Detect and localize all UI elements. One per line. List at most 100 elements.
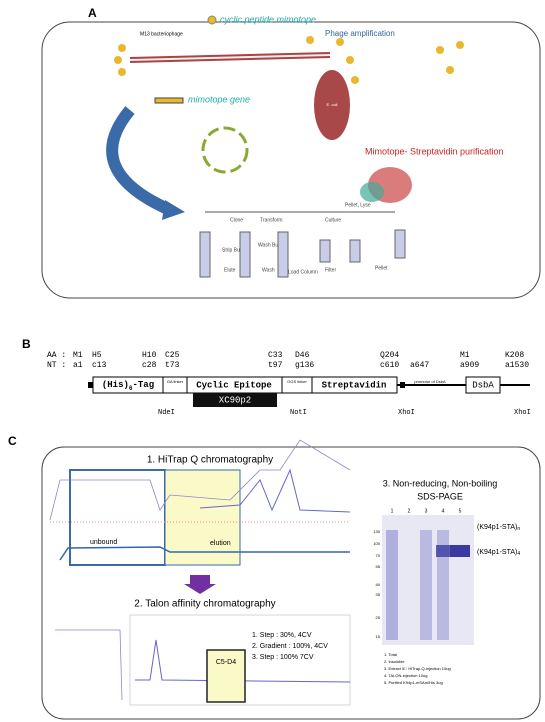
position: K208	[505, 351, 524, 360]
position: H10	[142, 351, 157, 360]
lane: 2	[408, 508, 411, 514]
legend-text: cyclic peptide mimotope	[220, 14, 316, 24]
marker: 70	[376, 553, 381, 558]
label: E. coli	[327, 102, 338, 107]
segment	[193, 393, 277, 407]
icon	[207, 15, 217, 25]
step: Strip Buffer	[222, 247, 247, 253]
text: (K94p1-STA)	[477, 524, 517, 531]
segment	[311, 376, 398, 394]
text: (His)	[102, 380, 129, 390]
panel-label: B	[22, 337, 31, 351]
marker: 15	[376, 634, 381, 639]
legend-item: 5. Purified K94p1-mSAm/His 3ug	[384, 680, 443, 685]
marker	[400, 382, 405, 388]
segment-label: DsbA	[472, 380, 494, 390]
label: NT :	[47, 361, 66, 370]
position: C33	[268, 351, 283, 360]
step: Pellet, Lyse	[345, 202, 371, 208]
trace	[199, 468, 351, 513]
lane: 4	[442, 508, 445, 514]
lane-labels: 1 2 3 4 5	[391, 508, 462, 514]
arrow	[162, 200, 185, 220]
band-label: (K94p1-STA)n	[477, 524, 520, 532]
trace	[59, 546, 350, 561]
position: g136	[295, 361, 314, 370]
marker: 25	[376, 615, 381, 620]
marker: 130	[373, 529, 380, 534]
plasmid	[201, 126, 249, 174]
text: 4	[517, 551, 520, 557]
segment	[465, 376, 501, 394]
trace	[55, 629, 123, 701]
trace	[49, 439, 351, 521]
label: M13 bacteriophage	[140, 31, 183, 37]
step: Wash	[262, 267, 275, 273]
bands	[386, 530, 470, 640]
lane: 3	[425, 508, 428, 514]
label: Mimotope- Streptavidin purification	[365, 146, 504, 156]
marker: 55	[376, 564, 381, 569]
label: elution	[210, 540, 231, 547]
position: c13	[92, 361, 107, 370]
position: Q204	[380, 351, 399, 360]
site: NotI	[290, 409, 307, 417]
position: D46	[295, 351, 310, 360]
title: 3. Non-reducing, Non-boiling	[383, 478, 498, 488]
step: 1. Step : 30%, 4CV	[252, 632, 312, 639]
segment-label: Cyclic Epitope	[196, 380, 272, 390]
panel-label: A	[88, 6, 97, 20]
sites: NdeI NotI XhoI XhoI	[158, 409, 531, 417]
site: NdeI	[158, 409, 175, 417]
position: a1530	[505, 361, 529, 370]
position: a647	[410, 361, 429, 370]
site: XhoI	[514, 409, 531, 417]
marker: 100	[373, 541, 380, 546]
step: 3. Step : 100% 7CV	[252, 654, 314, 661]
segment-label: promotor of DsbA	[414, 379, 446, 384]
marker	[88, 382, 93, 388]
lane: 5	[459, 508, 462, 514]
label: mimotope gene	[188, 94, 250, 104]
step: Filter	[325, 267, 336, 273]
panel-box	[41, 21, 541, 299]
label: AA :	[47, 351, 66, 360]
title: SDS-PAGE	[417, 491, 463, 501]
band-label: (K94p1-STA)4	[477, 549, 520, 557]
sequence-labels: AA : NT : M1a1H5c13H10c28C25t73C33t97D46…	[47, 351, 529, 370]
legend: 1. Total 2. Insoluble 3. Extract 5⃝ HiTrap…	[384, 652, 451, 685]
chart-frame	[129, 614, 351, 706]
step: Pellet	[375, 265, 388, 271]
arrow	[106, 106, 173, 216]
position: C25	[165, 351, 180, 360]
position: c28	[142, 361, 157, 370]
legend-item: 1. Total	[384, 652, 397, 657]
text: -Tag	[133, 380, 155, 390]
protein	[360, 167, 412, 203]
region	[164, 469, 241, 566]
step: 2. Gradient : 100%, 4CV	[252, 643, 328, 650]
marker: 35	[376, 592, 381, 597]
position: M1	[460, 351, 470, 360]
step: Wash Buffer	[258, 242, 286, 248]
label: Phage amplification	[325, 29, 395, 38]
segment-label: XC90p2	[219, 395, 251, 405]
position: c610	[380, 361, 399, 370]
segment-label: (His)6-Tag	[102, 380, 154, 391]
legend-item: 4. TALON-injection 10ug	[384, 673, 427, 678]
position: t73	[165, 361, 180, 370]
position: M1	[73, 351, 83, 360]
columns	[199, 229, 406, 278]
region	[206, 649, 246, 703]
marker: 40	[376, 582, 381, 587]
site: XhoI	[398, 409, 415, 417]
step: Transform	[260, 217, 283, 223]
step: Culture	[325, 217, 341, 223]
segment-label: GGS linker	[287, 379, 307, 384]
title: 1. HiTrap Q chromatography	[147, 455, 273, 466]
text: 6	[129, 385, 133, 392]
step: Clone	[230, 217, 243, 223]
text: (K94p1-STA)	[477, 549, 517, 556]
legend-item: 2. Insoluble	[384, 659, 405, 664]
